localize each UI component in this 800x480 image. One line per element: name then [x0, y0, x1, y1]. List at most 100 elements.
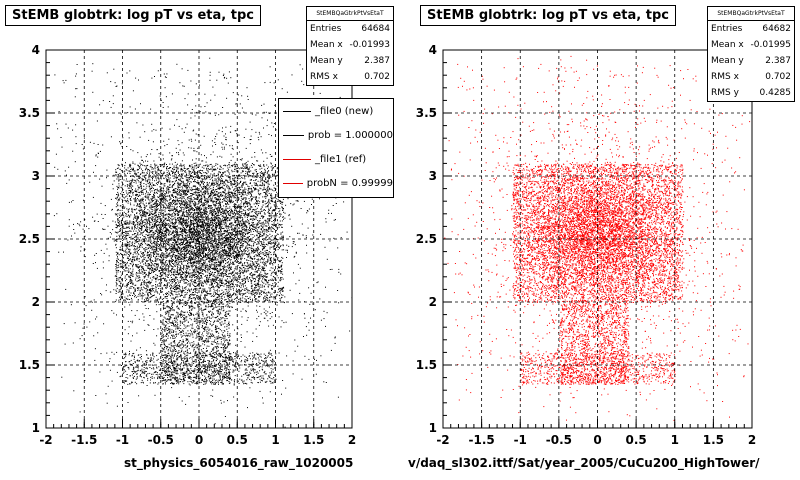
data-point [136, 255, 138, 257]
data-point [124, 230, 126, 232]
data-point [134, 233, 135, 235]
data-point [129, 215, 131, 217]
data-point [190, 298, 192, 300]
data-point [165, 241, 167, 243]
data-point [159, 228, 161, 230]
data-point [120, 293, 122, 295]
data-point [269, 242, 271, 244]
data-point [145, 167, 147, 169]
data-point [122, 262, 124, 264]
data-point [219, 273, 221, 275]
data-point [270, 274, 272, 276]
data-point [269, 209, 271, 211]
data-point [214, 235, 215, 237]
data-point [218, 186, 220, 188]
data-point [124, 253, 126, 255]
data-point [260, 179, 262, 181]
data-point [275, 226, 277, 228]
data-point [120, 252, 122, 254]
data-point [281, 249, 283, 251]
data-point [164, 195, 166, 197]
data-point [241, 223, 243, 225]
data-point [175, 229, 177, 231]
data-point [245, 193, 247, 195]
data-point [188, 189, 190, 191]
data-point [126, 200, 128, 202]
data-point [147, 243, 149, 245]
data-point [164, 227, 166, 229]
data-point [266, 297, 268, 299]
data-point [192, 199, 194, 201]
data-point [153, 209, 155, 211]
data-point [118, 183, 120, 185]
data-point [257, 189, 259, 191]
data-point [193, 284, 194, 286]
data-point [235, 222, 237, 224]
data-point [135, 277, 137, 279]
data-point [245, 214, 247, 215]
data-point [222, 168, 224, 170]
data-point [242, 284, 244, 286]
data-point [262, 177, 264, 178]
data-point [215, 259, 217, 261]
data-point [155, 285, 157, 287]
data-point [138, 221, 140, 223]
data-point [209, 185, 211, 187]
data-point [136, 203, 138, 205]
data-point [272, 267, 274, 269]
data-point [171, 185, 173, 187]
data-point [264, 250, 266, 252]
data-point [173, 279, 175, 281]
data-point [237, 171, 239, 173]
data-point [126, 278, 128, 280]
data-point [266, 187, 268, 189]
data-point [150, 291, 152, 293]
data-point [181, 268, 183, 269]
data-point [208, 205, 210, 206]
data-point [145, 223, 147, 225]
data-point [183, 296, 185, 298]
data-point [156, 249, 157, 251]
data-point [242, 165, 244, 167]
data-point [150, 183, 151, 185]
data-point [199, 260, 201, 262]
data-point [154, 164, 156, 166]
data-point [243, 250, 245, 252]
data-point [127, 271, 129, 273]
data-point [269, 297, 271, 299]
data-point [200, 239, 202, 241]
data-point [137, 180, 139, 181]
data-point [230, 273, 232, 275]
data-point [267, 183, 269, 185]
data-point [222, 218, 224, 220]
data-point [129, 230, 131, 232]
data-point [174, 284, 176, 286]
data-point [236, 232, 238, 234]
data-point [213, 211, 215, 213]
data-point [136, 275, 138, 277]
data-point [182, 174, 183, 176]
data-point [213, 295, 214, 297]
data-point [253, 196, 255, 198]
data-point [273, 246, 275, 247]
data-point [146, 223, 148, 225]
data-point [116, 168, 118, 169]
data-point [172, 227, 174, 229]
data-point [282, 238, 284, 240]
data-point [152, 221, 154, 223]
data-point [123, 179, 125, 181]
data-point [137, 251, 138, 253]
data-point [121, 232, 123, 234]
data-point [226, 288, 228, 290]
data-point [134, 295, 136, 297]
data-point [191, 276, 193, 278]
data-point [200, 201, 202, 203]
data-point [250, 280, 252, 282]
data-point [266, 194, 268, 196]
data-point [224, 171, 226, 173]
data-point [182, 207, 184, 209]
data-point [158, 246, 160, 247]
data-point [117, 215, 119, 217]
data-point [247, 189, 249, 191]
data-point [137, 185, 139, 187]
